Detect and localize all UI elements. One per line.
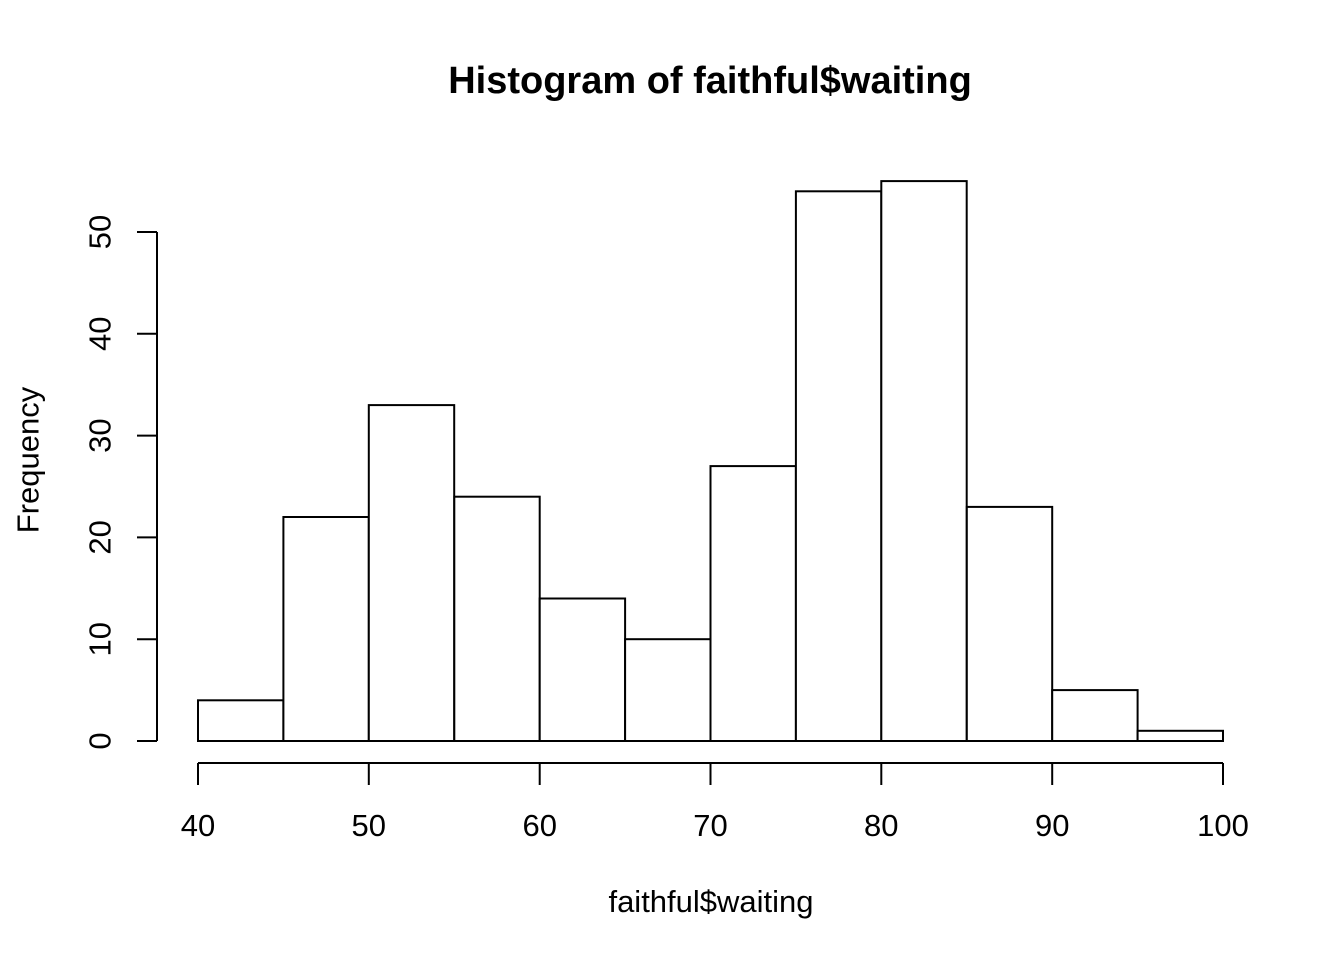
- histogram-bar: [709, 465, 797, 742]
- histogram-bar: [197, 699, 285, 742]
- axes-group: 0 10 20 30 40 50 40 50 60 70 80 90 100: [83, 215, 1249, 843]
- chart-title: Histogram of faithful$waiting: [448, 60, 972, 102]
- x-tick-label: 50: [352, 808, 386, 843]
- x-tick-label: 40: [181, 808, 215, 843]
- bars-group: [197, 180, 1224, 743]
- x-tick-label: 60: [522, 808, 556, 843]
- histogram-bar: [794, 190, 883, 743]
- y-tick-label: 40: [83, 317, 118, 351]
- histogram-bar: [624, 638, 712, 743]
- histogram-bar: [965, 505, 1054, 742]
- y-tick-label: 0: [83, 732, 118, 749]
- x-tick-label: 100: [1197, 808, 1249, 843]
- histogram-bar: [880, 180, 968, 743]
- histogram-bar: [1051, 689, 1139, 742]
- histogram-bar: [282, 516, 370, 742]
- y-tick-label: 10: [83, 622, 118, 656]
- histogram-bar: [1136, 729, 1224, 742]
- y-axis-title: Frequency: [11, 386, 46, 533]
- histogram-bar: [453, 495, 541, 743]
- x-tick-label: 90: [1035, 808, 1069, 843]
- histogram-bar: [538, 597, 627, 742]
- x-tick-label: 70: [693, 808, 727, 843]
- y-tick-label: 50: [83, 215, 118, 249]
- y-tick-label: 30: [83, 418, 118, 452]
- x-axis-title: faithful$waiting: [608, 884, 813, 919]
- y-tick-label: 20: [83, 520, 118, 554]
- histogram-bar: [367, 404, 456, 742]
- x-tick-label: 80: [864, 808, 898, 843]
